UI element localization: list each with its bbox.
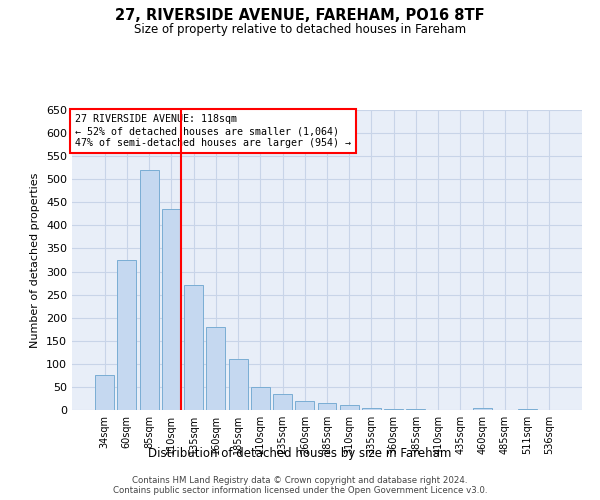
- Bar: [118, 260, 136, 410]
- Bar: [184, 286, 203, 410]
- Bar: [384, 408, 403, 410]
- Text: 27, RIVERSIDE AVENUE, FAREHAM, PO16 8TF: 27, RIVERSIDE AVENUE, FAREHAM, PO16 8TF: [115, 8, 485, 22]
- Bar: [406, 409, 425, 410]
- Text: Contains HM Land Registry data © Crown copyright and database right 2024.
Contai: Contains HM Land Registry data © Crown c…: [113, 476, 487, 495]
- Bar: [317, 403, 337, 410]
- Bar: [518, 408, 536, 410]
- Bar: [95, 376, 114, 410]
- Bar: [206, 327, 225, 410]
- Bar: [162, 209, 181, 410]
- Bar: [295, 401, 314, 410]
- Bar: [273, 394, 292, 410]
- Text: Size of property relative to detached houses in Fareham: Size of property relative to detached ho…: [134, 22, 466, 36]
- Bar: [140, 170, 158, 410]
- Bar: [340, 406, 359, 410]
- Bar: [229, 359, 248, 410]
- Bar: [251, 387, 270, 410]
- Bar: [473, 408, 492, 410]
- Text: 27 RIVERSIDE AVENUE: 118sqm
← 52% of detached houses are smaller (1,064)
47% of : 27 RIVERSIDE AVENUE: 118sqm ← 52% of det…: [74, 114, 350, 148]
- Bar: [362, 408, 381, 410]
- Text: Distribution of detached houses by size in Fareham: Distribution of detached houses by size …: [148, 448, 452, 460]
- Y-axis label: Number of detached properties: Number of detached properties: [31, 172, 40, 348]
